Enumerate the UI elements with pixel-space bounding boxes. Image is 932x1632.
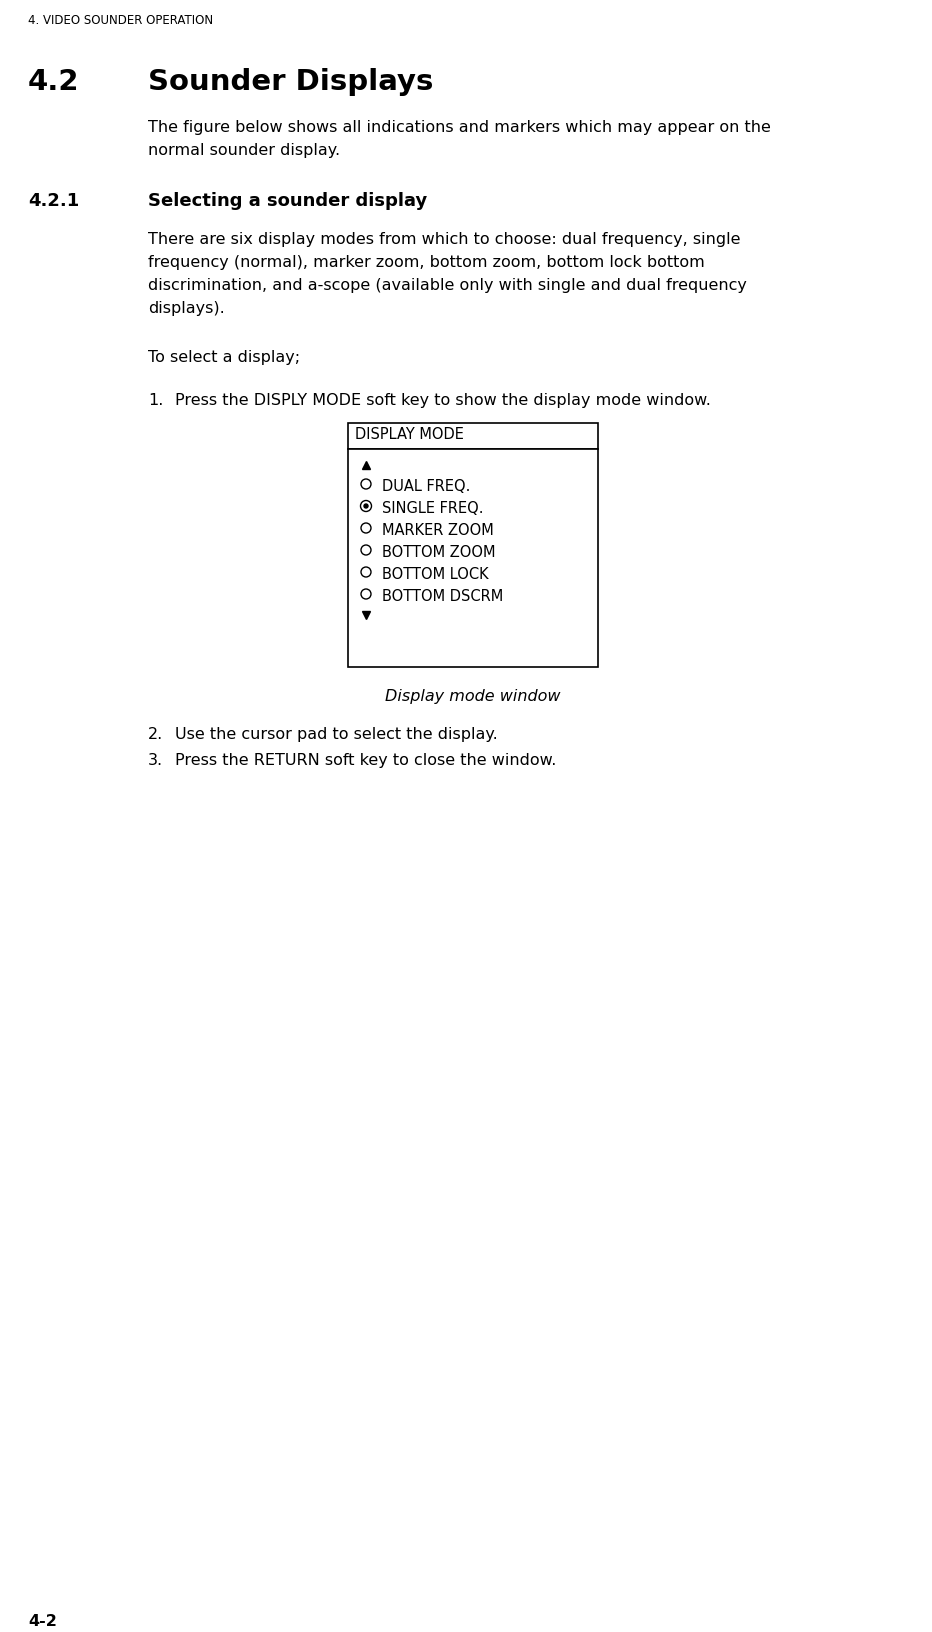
Text: BOTTOM LOCK: BOTTOM LOCK	[382, 566, 488, 583]
Text: Press the RETURN soft key to close the window.: Press the RETURN soft key to close the w…	[175, 752, 556, 769]
Text: displays).: displays).	[148, 300, 225, 317]
Text: Sounder Displays: Sounder Displays	[148, 69, 433, 96]
Text: 4-2: 4-2	[28, 1614, 57, 1629]
Text: 4.2.1: 4.2.1	[28, 193, 79, 211]
Text: Press the DISPLY MODE soft key to show the display mode window.: Press the DISPLY MODE soft key to show t…	[175, 393, 711, 408]
Text: Selecting a sounder display: Selecting a sounder display	[148, 193, 427, 211]
Text: Display mode window: Display mode window	[385, 689, 561, 703]
Text: frequency (normal), marker zoom, bottom zoom, bottom lock bottom: frequency (normal), marker zoom, bottom …	[148, 255, 705, 269]
Text: MARKER ZOOM: MARKER ZOOM	[382, 522, 494, 539]
Text: Use the cursor pad to select the display.: Use the cursor pad to select the display…	[175, 726, 498, 743]
Text: DISPLAY MODE: DISPLAY MODE	[355, 428, 464, 442]
Text: The figure below shows all indications and markers which may appear on the: The figure below shows all indications a…	[148, 121, 771, 135]
Text: BOTTOM DSCRM: BOTTOM DSCRM	[382, 589, 503, 604]
Text: normal sounder display.: normal sounder display.	[148, 144, 340, 158]
Text: 4.2: 4.2	[28, 69, 79, 96]
Text: 4. VIDEO SOUNDER OPERATION: 4. VIDEO SOUNDER OPERATION	[28, 15, 213, 28]
Text: To select a display;: To select a display;	[148, 349, 300, 366]
Text: BOTTOM ZOOM: BOTTOM ZOOM	[382, 545, 496, 560]
Text: 3.: 3.	[148, 752, 163, 769]
Text: 1.: 1.	[148, 393, 163, 408]
Text: discrimination, and a-scope (available only with single and dual frequency: discrimination, and a-scope (available o…	[148, 277, 747, 294]
Text: DUAL FREQ.: DUAL FREQ.	[382, 480, 471, 494]
Circle shape	[364, 504, 368, 508]
Bar	[348, 449, 598, 667]
Bar	[348, 423, 598, 449]
Text: SINGLE FREQ.: SINGLE FREQ.	[382, 501, 484, 516]
Text: There are six display modes from which to choose: dual frequency, single: There are six display modes from which t…	[148, 232, 741, 246]
Text: 2.: 2.	[148, 726, 163, 743]
